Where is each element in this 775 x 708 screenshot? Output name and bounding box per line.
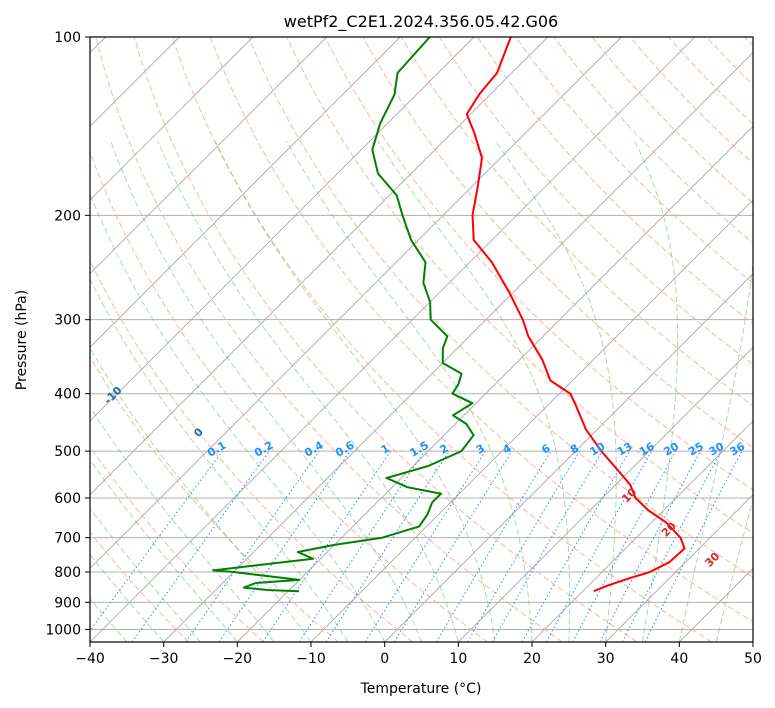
moist-adiabat (90, 278, 349, 642)
dry-adiabat (400, 37, 753, 407)
series-dewpoint-line (212, 37, 475, 593)
moist-adiabat (634, 141, 679, 642)
isotherm-gridline (384, 273, 753, 642)
axes-layer: −40 −30 −20 −10 0 10 20 30 40 50 1000 900 800 700 600 5… (45, 30, 762, 667)
mixing-ratio-line (521, 450, 630, 642)
isotherm-gridline (531, 420, 753, 642)
x-tick-label: 30 (597, 651, 615, 667)
dry-adiabat (362, 37, 753, 449)
isotherm-gridline (163, 52, 753, 642)
moist-adiabat (495, 141, 617, 642)
x-tick-label: 0 (380, 651, 389, 667)
x-tick-label: −30 (149, 651, 179, 667)
moist-adiabat (715, 497, 753, 642)
isotherm-gridline (90, 37, 622, 569)
x-axis-title: Temperature (°C) (360, 681, 482, 697)
mixing-ratio-line (298, 450, 425, 642)
x-tick-label: 50 (744, 651, 762, 667)
x-tick-label: 20 (523, 651, 541, 667)
y-tick-label: 100 (54, 30, 81, 46)
x-tick-label: −10 (296, 651, 326, 667)
mixing-ratio-line (185, 450, 320, 642)
dry-adiabat (90, 531, 190, 642)
dry-adiabat (324, 37, 753, 491)
moist-adiabat (286, 141, 533, 642)
y-tick-label: 200 (54, 208, 81, 224)
dry-adiabat (286, 37, 753, 534)
y-tick-label: 500 (54, 444, 81, 460)
isotherm-gridline (605, 494, 753, 642)
mixing-ratio-line (131, 450, 270, 642)
mixing-ratio-line (90, 450, 223, 632)
moist-adiabat (214, 141, 496, 642)
chart-title: wetPf2_C2E1.2024.356.05.42.G06 (284, 12, 558, 32)
mixing-ratio-line (545, 450, 653, 642)
mixing-ratio-line (572, 450, 677, 642)
y-axis-title: Pressure (hPa) (14, 290, 30, 390)
x-tick-label: 10 (449, 651, 467, 667)
mixing-ratio-line (262, 450, 392, 642)
x-tick-label: 40 (670, 651, 688, 667)
y-tick-label: 1000 (45, 622, 81, 638)
dry-adiabat (95, 37, 563, 642)
x-tick-label: −40 (75, 651, 105, 667)
dry-adiabat (210, 37, 753, 623)
isotherm-gridline (90, 37, 401, 348)
dry-adiabat (248, 37, 753, 578)
moist-adiabat (110, 141, 422, 642)
moist-adiabat (752, 639, 753, 642)
moist-adiabat (157, 141, 459, 642)
dry-adiabat (133, 37, 638, 642)
y-tick-label: 900 (54, 595, 81, 611)
mixing-ratio-line (393, 450, 513, 642)
isotherm-gridline (90, 37, 475, 422)
isotherm-gridline (752, 641, 753, 642)
dry-adiabat (438, 37, 753, 366)
isotherm-gridline (90, 37, 327, 275)
isotherm-gridline (458, 346, 753, 642)
plot-area (90, 37, 753, 642)
isotherm-gridline (90, 37, 254, 201)
plot-frame (89, 36, 754, 643)
isotherm-gridline (90, 37, 548, 496)
y-tick-label: 400 (54, 387, 81, 403)
isotherm-gridline (237, 125, 753, 642)
y-tick-label: 300 (54, 313, 81, 329)
x-tick-label: −20 (223, 651, 253, 667)
mixing-ratio-line (325, 450, 450, 642)
y-tick-label: 800 (54, 565, 81, 581)
series-layer (212, 37, 686, 593)
reference-lines-layer (90, 37, 753, 642)
dry-adiabat (90, 259, 414, 642)
mixing-ratio-line (218, 450, 351, 642)
moist-adiabat (90, 192, 386, 642)
moist-adiabat-label: 40 (749, 576, 769, 596)
moist-adiabat (377, 141, 571, 642)
y-tick-label: 700 (54, 531, 81, 547)
y-tick-label: 600 (54, 491, 81, 507)
moist-adiabat (678, 260, 753, 642)
mixing-ratio-line (644, 450, 743, 642)
series-temperature-line (465, 37, 686, 593)
moist-adiabat (90, 346, 312, 642)
